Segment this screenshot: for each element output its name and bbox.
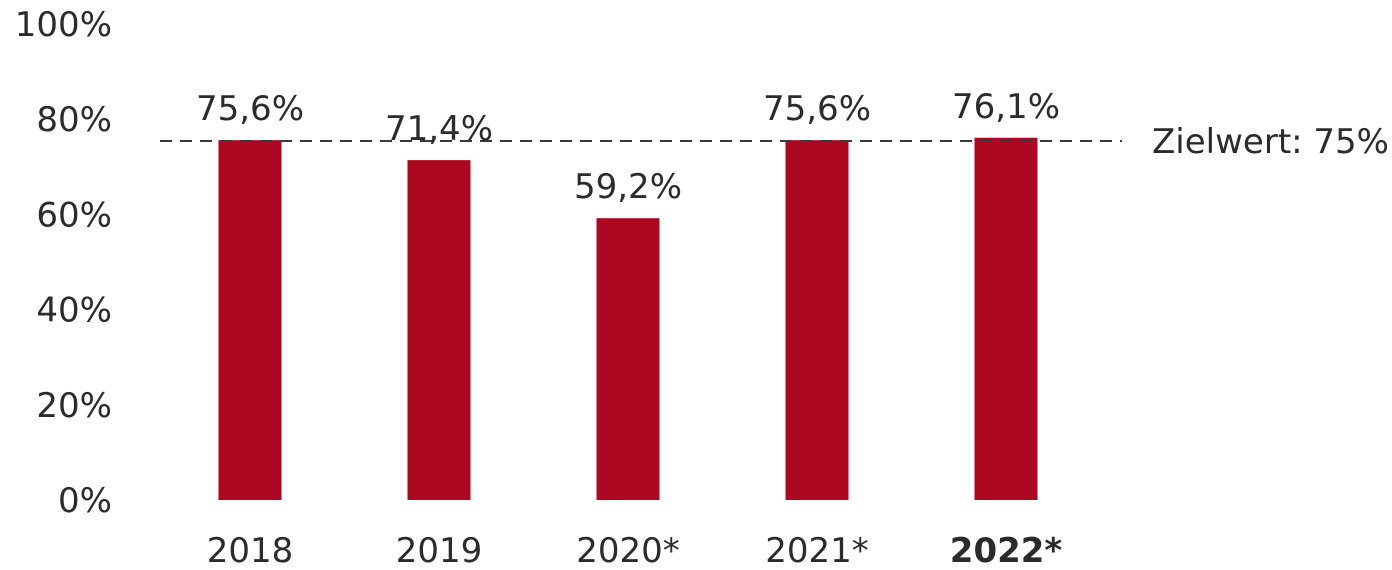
- target-line-group: Zielwert: 75%: [160, 122, 1389, 162]
- bar-2021: [785, 140, 849, 501]
- x-tick-label-2021: 2021*: [765, 531, 869, 570]
- bar-2020: [596, 218, 660, 500]
- y-tick-label-40: 40%: [36, 291, 112, 331]
- target-label: Zielwert: 75%: [1152, 122, 1389, 162]
- bar-2019: [407, 160, 471, 501]
- x-tick-label-2018: 2018: [207, 531, 294, 570]
- y-tick-label-0: 0%: [58, 481, 112, 521]
- value-labels: 75,6% 71,4% 59,2% 75,6% 76,1%: [196, 87, 1060, 207]
- x-tick-label-2022: 2022*: [950, 531, 1063, 570]
- value-label-2020: 59,2%: [574, 167, 682, 207]
- y-tick-label-100: 100%: [15, 5, 112, 45]
- y-axis: 0% 20% 40% 60% 80% 100%: [15, 5, 112, 521]
- value-label-2019: 71,4%: [385, 109, 493, 149]
- value-label-2018: 75,6%: [196, 89, 304, 129]
- x-tick-label-2019: 2019: [396, 531, 483, 570]
- x-tick-label-2020: 2020*: [576, 531, 680, 570]
- value-label-2022: 76,1%: [952, 87, 1060, 127]
- y-tick-label-60: 60%: [36, 195, 112, 235]
- bar-2022: [974, 137, 1038, 500]
- y-tick-label-20: 20%: [36, 386, 112, 426]
- value-label-2021: 75,6%: [763, 89, 871, 129]
- x-axis: 2018 2019 2020* 2021* 2022*: [207, 531, 1063, 570]
- y-tick-label-80: 80%: [36, 100, 112, 140]
- bars: [218, 137, 1038, 501]
- bar-2018: [218, 140, 282, 501]
